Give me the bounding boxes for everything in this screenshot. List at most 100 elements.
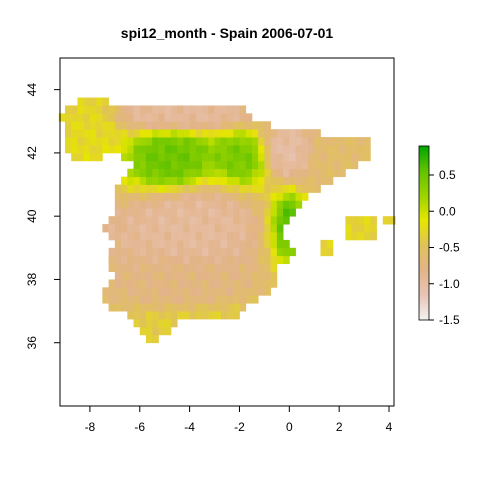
raster-cell <box>121 279 128 288</box>
raster-cell <box>339 160 346 170</box>
raster-cell <box>276 232 284 241</box>
raster-cell <box>164 295 172 304</box>
raster-cell <box>214 105 222 114</box>
raster-cell <box>152 303 159 312</box>
raster-cell <box>251 152 259 162</box>
raster-cell <box>152 319 159 328</box>
raster-cell <box>258 271 265 280</box>
raster-cell <box>214 232 222 241</box>
raster-cell <box>251 129 259 138</box>
raster-cell <box>214 160 222 170</box>
raster-cell <box>152 208 159 217</box>
raster-cell <box>108 224 116 233</box>
raster-cell <box>264 279 272 288</box>
raster-cell <box>283 247 290 257</box>
raster-cell <box>170 121 178 130</box>
raster-cell <box>208 303 215 312</box>
raster-cell <box>177 224 184 233</box>
raster-cell <box>233 184 240 193</box>
raster-cell <box>127 295 134 304</box>
raster-cell <box>127 121 134 130</box>
raster-cell <box>145 311 153 320</box>
raster-cell <box>133 113 141 122</box>
raster-cell <box>276 216 284 225</box>
raster-cell <box>251 216 259 225</box>
raster-cell <box>114 287 122 296</box>
raster-cell <box>276 145 284 154</box>
raster-cell <box>314 145 321 154</box>
raster-cell <box>227 271 234 280</box>
raster-cell <box>158 319 166 328</box>
raster-cell <box>202 216 209 225</box>
raster-cell <box>145 160 153 170</box>
raster-cell <box>214 208 222 217</box>
raster-cell <box>258 176 265 185</box>
raster-cell <box>177 160 184 170</box>
raster-cell <box>183 129 191 138</box>
raster-cell <box>195 200 203 209</box>
raster-cell <box>164 319 172 328</box>
raster-cell <box>239 247 247 257</box>
raster-cell <box>195 121 203 130</box>
raster-cell <box>114 247 122 257</box>
raster-cell <box>127 152 134 162</box>
raster-cell <box>239 208 247 217</box>
raster-cell <box>195 168 203 178</box>
raster-cell <box>308 184 315 193</box>
raster-cell <box>301 129 309 138</box>
raster-cell <box>208 216 215 225</box>
raster-cell <box>258 263 265 272</box>
raster-cell <box>83 152 91 162</box>
raster-cell <box>233 137 240 146</box>
raster-cell <box>308 168 315 178</box>
raster-cell <box>152 224 159 233</box>
raster-cell <box>227 200 234 209</box>
raster-cell <box>233 232 240 241</box>
raster-cell <box>239 145 247 154</box>
raster-cell <box>114 279 122 288</box>
raster-cell <box>195 105 203 114</box>
raster-cell <box>164 160 172 170</box>
raster-cell <box>214 137 222 146</box>
raster-cell <box>195 271 203 280</box>
raster-cell <box>133 271 141 280</box>
raster-cell <box>139 152 147 162</box>
raster-cell <box>208 311 215 320</box>
raster-cell <box>133 239 141 249</box>
raster-cell <box>202 200 209 209</box>
raster-cell <box>145 105 153 114</box>
raster-cell <box>245 113 253 122</box>
raster-cell <box>233 279 240 288</box>
raster-cell <box>139 255 147 265</box>
raster-cell <box>339 168 346 178</box>
raster-cell <box>326 176 334 185</box>
raster-cell <box>258 287 265 296</box>
raster-cell <box>133 160 141 170</box>
raster-cell <box>295 137 303 146</box>
raster-cell <box>239 279 247 288</box>
raster-cell <box>220 192 228 201</box>
raster-cell <box>164 224 172 233</box>
raster-cell <box>239 287 247 296</box>
raster-cell <box>258 255 265 265</box>
raster-cell <box>170 216 178 225</box>
raster-cell <box>233 311 240 320</box>
raster-cell <box>239 121 247 130</box>
raster-cell <box>220 208 228 217</box>
raster-cell <box>345 152 353 162</box>
raster-cell <box>139 271 147 280</box>
raster-cell <box>301 160 309 170</box>
raster-cell <box>220 216 228 225</box>
raster-cell <box>127 208 134 217</box>
raster-cell <box>326 137 334 146</box>
raster-cell <box>283 145 290 154</box>
raster-cell <box>239 224 247 233</box>
raster-cell <box>202 247 209 257</box>
raster-cell <box>177 192 184 201</box>
raster-cell <box>258 152 265 162</box>
raster-cell <box>152 216 159 225</box>
raster-cell <box>133 279 141 288</box>
raster-cell <box>251 239 259 249</box>
raster-cell <box>214 279 222 288</box>
raster-cell <box>195 216 203 225</box>
